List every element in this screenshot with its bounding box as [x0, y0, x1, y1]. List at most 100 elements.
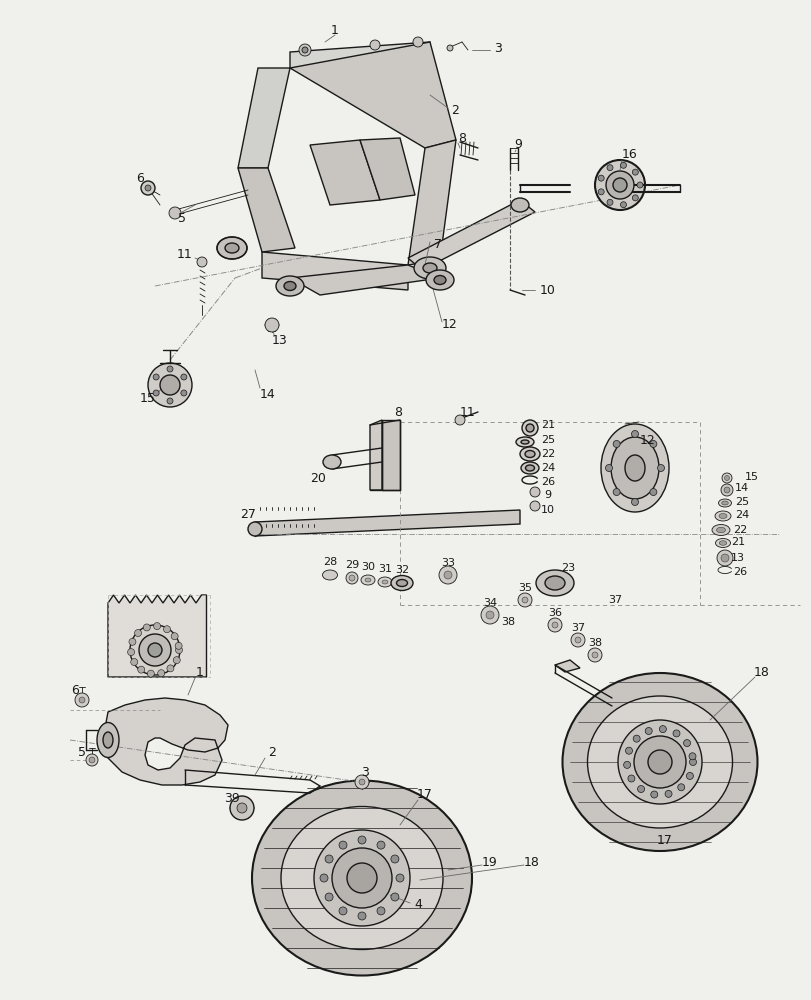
- Text: 21: 21: [540, 420, 555, 430]
- Ellipse shape: [276, 276, 303, 296]
- Circle shape: [607, 165, 612, 171]
- Text: 13: 13: [730, 553, 744, 563]
- Circle shape: [649, 440, 656, 447]
- Circle shape: [181, 374, 187, 380]
- Circle shape: [636, 182, 642, 188]
- Ellipse shape: [510, 198, 528, 212]
- Text: 1: 1: [331, 23, 338, 36]
- Circle shape: [148, 643, 162, 657]
- Text: 26: 26: [732, 567, 746, 577]
- Text: 9: 9: [543, 490, 551, 500]
- Circle shape: [237, 803, 247, 813]
- Text: 31: 31: [378, 564, 392, 574]
- Circle shape: [439, 566, 457, 584]
- Ellipse shape: [230, 796, 254, 820]
- Circle shape: [160, 375, 180, 395]
- Ellipse shape: [718, 499, 731, 507]
- Circle shape: [324, 893, 333, 901]
- Ellipse shape: [281, 806, 443, 950]
- Text: 17: 17: [656, 834, 672, 846]
- Circle shape: [358, 779, 365, 785]
- Circle shape: [551, 622, 557, 628]
- Text: 20: 20: [310, 472, 325, 485]
- Polygon shape: [310, 140, 380, 205]
- Text: 24: 24: [734, 510, 749, 520]
- Ellipse shape: [587, 696, 732, 828]
- Ellipse shape: [423, 263, 436, 273]
- Circle shape: [338, 841, 346, 849]
- Ellipse shape: [714, 538, 730, 548]
- Ellipse shape: [345, 572, 358, 584]
- Text: 22: 22: [540, 449, 555, 459]
- Ellipse shape: [535, 570, 573, 596]
- Text: 33: 33: [440, 558, 454, 568]
- Text: 27: 27: [240, 508, 255, 522]
- Polygon shape: [381, 420, 400, 490]
- Circle shape: [633, 736, 685, 788]
- Text: 5: 5: [178, 212, 186, 225]
- Circle shape: [153, 374, 159, 380]
- Circle shape: [153, 390, 159, 396]
- Text: 29: 29: [345, 560, 358, 570]
- Circle shape: [302, 47, 307, 53]
- Text: 14: 14: [260, 388, 276, 401]
- Polygon shape: [102, 698, 228, 785]
- Circle shape: [659, 726, 666, 733]
- Circle shape: [167, 398, 173, 404]
- Circle shape: [89, 757, 95, 763]
- Ellipse shape: [721, 501, 727, 505]
- Circle shape: [631, 498, 637, 506]
- Circle shape: [396, 874, 404, 882]
- Circle shape: [173, 657, 180, 664]
- Text: 4: 4: [414, 898, 422, 912]
- Text: 37: 37: [570, 623, 585, 633]
- Text: 32: 32: [394, 565, 409, 575]
- Polygon shape: [359, 138, 414, 200]
- Circle shape: [598, 189, 603, 195]
- Circle shape: [148, 363, 191, 407]
- Ellipse shape: [612, 178, 626, 192]
- Text: 38: 38: [500, 617, 514, 627]
- Circle shape: [570, 633, 584, 647]
- Text: 12: 12: [639, 434, 655, 446]
- Ellipse shape: [526, 424, 534, 432]
- Ellipse shape: [365, 578, 371, 582]
- Circle shape: [683, 740, 689, 747]
- Text: 19: 19: [482, 856, 497, 868]
- Ellipse shape: [723, 487, 729, 493]
- Circle shape: [623, 761, 630, 768]
- Circle shape: [605, 464, 611, 472]
- Ellipse shape: [391, 576, 413, 590]
- Text: 3: 3: [361, 766, 368, 778]
- Circle shape: [153, 623, 161, 630]
- Text: 15: 15: [139, 391, 156, 404]
- Circle shape: [632, 195, 637, 201]
- Text: 10: 10: [539, 284, 556, 296]
- Circle shape: [620, 162, 626, 168]
- Circle shape: [390, 893, 398, 901]
- Ellipse shape: [594, 160, 644, 210]
- Circle shape: [370, 40, 380, 50]
- Ellipse shape: [521, 440, 528, 444]
- Circle shape: [376, 907, 384, 915]
- Ellipse shape: [562, 673, 757, 851]
- Circle shape: [171, 633, 178, 640]
- Circle shape: [664, 790, 672, 797]
- Text: 30: 30: [361, 562, 375, 572]
- Text: 39: 39: [224, 792, 239, 804]
- Circle shape: [632, 169, 637, 175]
- Circle shape: [574, 637, 581, 643]
- Circle shape: [75, 693, 89, 707]
- Ellipse shape: [600, 424, 668, 512]
- Ellipse shape: [723, 476, 728, 481]
- Ellipse shape: [396, 580, 407, 586]
- Text: 13: 13: [272, 334, 288, 347]
- Ellipse shape: [515, 437, 534, 447]
- Ellipse shape: [247, 522, 262, 536]
- Ellipse shape: [426, 270, 453, 290]
- Ellipse shape: [519, 447, 539, 461]
- Polygon shape: [554, 660, 579, 672]
- Polygon shape: [238, 68, 290, 168]
- Text: 18: 18: [753, 666, 769, 678]
- Text: 34: 34: [483, 598, 496, 608]
